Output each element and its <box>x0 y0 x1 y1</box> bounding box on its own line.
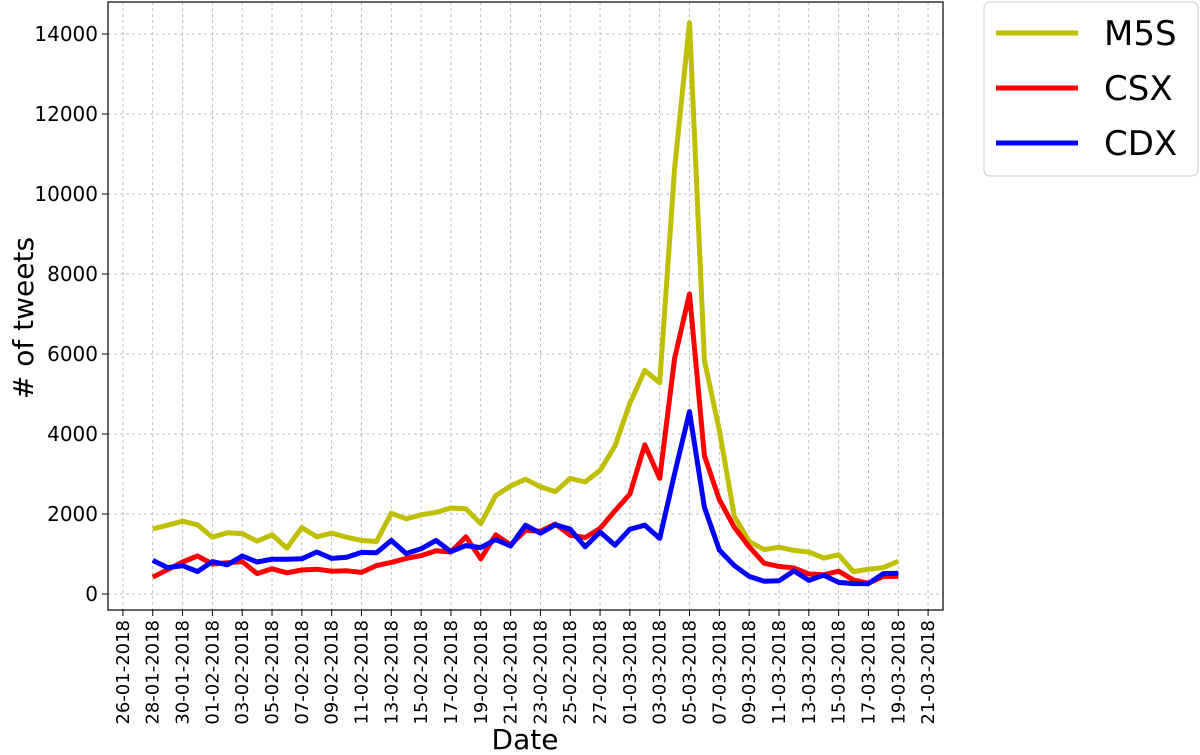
x-tick-label: 19-02-2018 <box>471 620 492 725</box>
y-tick-label: 4000 <box>47 422 98 446</box>
x-tick-label: 30-01-2018 <box>173 620 194 725</box>
x-tick-label: 09-03-2018 <box>739 620 760 725</box>
x-tick-label: 17-03-2018 <box>858 620 879 725</box>
y-tick-label: 12000 <box>34 102 98 126</box>
x-tick-label: 26-01-2018 <box>113 620 134 725</box>
x-tick-label: 17-02-2018 <box>441 620 462 725</box>
x-tick-label: 09-02-2018 <box>322 620 343 725</box>
series-lines <box>151 20 900 587</box>
x-tick-label: 07-02-2018 <box>292 620 313 725</box>
grid <box>108 2 943 610</box>
x-tick-label: 15-03-2018 <box>829 620 850 725</box>
legend-label-cdx: CDX <box>1104 124 1177 164</box>
x-tick-label: 01-02-2018 <box>202 620 223 725</box>
x-tick-label: 05-02-2018 <box>262 620 283 725</box>
x-tick-label: 13-03-2018 <box>799 620 820 725</box>
y-tick-label: 14000 <box>34 22 98 46</box>
legend-label-m5s: M5S <box>1104 14 1177 54</box>
y-axis-label: # of tweets <box>7 237 40 399</box>
x-tick-label: 03-02-2018 <box>232 620 253 725</box>
x-tick-label: 13-02-2018 <box>381 620 402 725</box>
x-tick-label: 19-03-2018 <box>888 620 909 725</box>
x-tick-label: 11-03-2018 <box>769 620 790 725</box>
plot-frame <box>107 1 944 611</box>
x-tick-label: 25-02-2018 <box>560 620 581 725</box>
x-tick-label: 11-02-2018 <box>351 620 372 725</box>
y-tick-label: 8000 <box>47 262 98 286</box>
legend-box <box>983 1 1199 177</box>
y-axis: 0 2000 4000 6000 8000 10000 12000 14000 <box>34 22 108 606</box>
legend: M5S CSX CDX <box>983 1 1199 177</box>
x-tick-label: 05-03-2018 <box>680 620 701 725</box>
series-line-m5s <box>152 20 900 575</box>
x-axis-label: Date <box>492 723 559 751</box>
x-axis: 26-01-2018 28-01-2018 30-01-2018 01-02-2018… <box>113 610 939 725</box>
x-tick-label: 21-03-2018 <box>918 620 939 725</box>
y-tick-label: 2000 <box>47 502 98 526</box>
y-tick-label: 6000 <box>47 342 98 366</box>
x-tick-label: 01-03-2018 <box>620 620 641 725</box>
series-line-csx <box>151 291 899 586</box>
series-line-cdx <box>151 409 899 587</box>
x-tick-label: 28-01-2018 <box>143 620 164 725</box>
x-tick-label: 23-02-2018 <box>530 620 551 725</box>
x-tick-label: 27-02-2018 <box>590 620 611 725</box>
x-tick-label: 03-03-2018 <box>650 620 671 725</box>
y-tick-label: 10000 <box>34 182 98 206</box>
x-tick-label: 15-02-2018 <box>411 620 432 725</box>
legend-label-csx: CSX <box>1104 69 1173 109</box>
x-tick-label: 21-02-2018 <box>501 620 522 725</box>
y-tick-label: 0 <box>85 582 98 606</box>
x-tick-label: 07-03-2018 <box>709 620 730 725</box>
